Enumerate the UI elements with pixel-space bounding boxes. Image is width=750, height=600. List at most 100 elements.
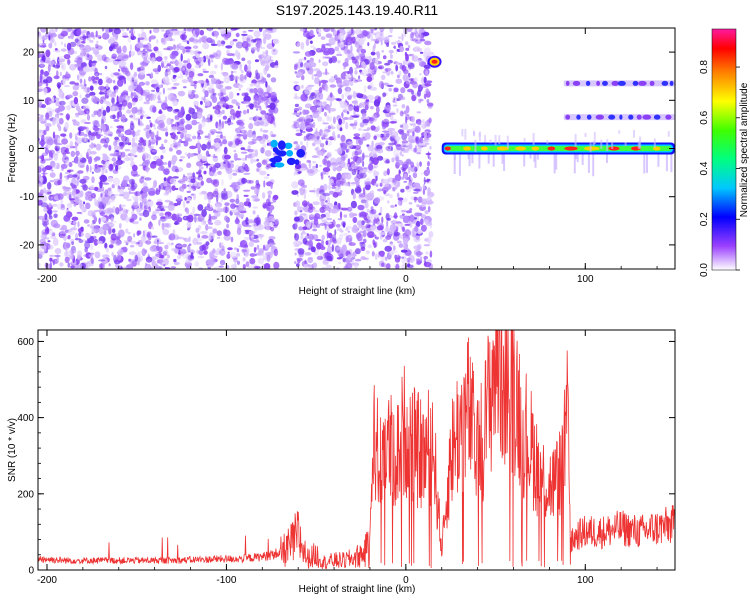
spectrogram-cell [98, 92, 106, 95]
spectrogram-cell [174, 108, 180, 112]
spectrogram-cell [260, 96, 268, 101]
spectrogram-cell [197, 145, 201, 151]
spectrogram-cell [72, 84, 80, 91]
spectrogram-cell [252, 206, 258, 209]
spectrogram-cell [235, 110, 241, 118]
spectrogram-cell [110, 93, 116, 98]
spectrogram-cell [308, 214, 316, 217]
spectrogram-band [555, 154, 558, 170]
spectrogram-cell [386, 168, 390, 176]
spectrogram-cell [295, 200, 301, 208]
spectrogram-cell [308, 203, 313, 210]
spectrogram-cell [418, 28, 422, 35]
spectrogram-cell [262, 202, 267, 210]
spectrogram-cell [102, 186, 105, 192]
spectrogram-cell [399, 151, 403, 156]
spectrogram-cell [214, 219, 222, 226]
spectrogram-cell [322, 72, 330, 75]
spectrogram-cell [109, 114, 117, 119]
spectrogram-cell [216, 236, 221, 239]
spectrogram-cell [44, 123, 52, 128]
spectrogram-cell [48, 202, 52, 208]
spectrogram-cell [243, 189, 251, 192]
spectrogram-cell [145, 124, 150, 130]
spectrogram-cell [409, 186, 416, 190]
spectrogram-cell [245, 230, 250, 235]
spectrogram-cell [131, 179, 135, 188]
spectrogram-cell [61, 62, 66, 71]
spectrogram-blob [270, 139, 278, 148]
spectrogram-cell [427, 205, 431, 213]
spectrogram-cell [337, 147, 343, 155]
spectrogram-cell [85, 108, 90, 112]
spectrogram-cell [340, 72, 347, 80]
spectrogram-cell [69, 80, 76, 85]
spectrogram-cell [50, 160, 56, 168]
spectrogram-band [638, 80, 647, 86]
spectrogram-cell [223, 75, 231, 84]
spectrogram-cell [262, 143, 267, 148]
spectrogram-cell [354, 70, 358, 75]
spectrogram-cell [212, 52, 218, 58]
spectrogram-cell [196, 171, 201, 175]
spectrogram-cell [299, 167, 307, 172]
spectrogram-cell [192, 206, 195, 215]
spectrogram-cell [98, 226, 105, 235]
spectrogram-cell [255, 179, 260, 185]
spectrogram-cell [340, 190, 343, 193]
spectrogram-cell [370, 51, 376, 56]
spectrogram-cell [358, 128, 362, 131]
spectrogram-cell [223, 146, 228, 155]
spectrogram-cell [233, 263, 237, 269]
spectrogram-cell [110, 125, 113, 129]
spectrogram-cell [326, 205, 330, 210]
spectrogram-cell [152, 185, 156, 189]
spectrogram-cell [406, 129, 412, 133]
spectrogram-ytick-label: -20 [20, 240, 35, 251]
spectrogram-cell [364, 56, 372, 59]
spectrogram-cell [248, 201, 252, 208]
spectrogram-cell [79, 78, 83, 84]
spectrogram-cell [74, 38, 79, 43]
spectrogram-cell [96, 124, 101, 127]
spectrogram-cell [326, 255, 333, 262]
spectrogram-cell [401, 132, 408, 141]
spectrogram-cell [314, 213, 321, 220]
spectrogram-cell [233, 191, 239, 194]
spectrogram-cell [220, 62, 224, 71]
spectrogram-cell [266, 73, 271, 78]
spectrogram-cell [424, 210, 429, 215]
spectrogram-cell [102, 154, 109, 162]
spectrogram-cell [57, 89, 63, 93]
spectrogram-cell [297, 259, 301, 264]
spectrogram-cell [90, 132, 98, 137]
spectrogram-cell [61, 224, 68, 231]
spectrogram-cell [208, 58, 211, 67]
spectrogram-cell [97, 165, 104, 168]
spectrogram-cell [395, 223, 403, 228]
spectrogram-cell [311, 73, 314, 81]
spectrogram-cell [227, 58, 234, 65]
spectrogram-cell [238, 84, 244, 88]
spectrogram-cell [43, 158, 51, 161]
spectrogram-cell [75, 113, 80, 118]
spectrogram-cell [350, 45, 353, 53]
spectrogram-cell [75, 57, 78, 61]
spectrogram-cell [236, 227, 242, 235]
spectrogram-cell [121, 120, 126, 123]
spectrogram-cell [118, 223, 122, 229]
spectrogram-cell [399, 234, 403, 239]
spectrogram-cell [392, 46, 396, 49]
spectrogram-cell [157, 119, 165, 127]
spectrogram-cell [54, 41, 57, 46]
spectrogram-cell [90, 257, 94, 264]
spectrogram-cell [194, 261, 200, 267]
spectrogram-cell [39, 176, 44, 183]
spectrogram-cell [143, 191, 148, 198]
spectrogram-cell [49, 261, 52, 269]
spectrogram-cell [401, 264, 407, 269]
spectrogram-cell [329, 84, 337, 88]
spectrogram-cell [127, 235, 133, 242]
spectrogram-cell [210, 258, 216, 265]
spectrogram-cell [244, 74, 247, 80]
